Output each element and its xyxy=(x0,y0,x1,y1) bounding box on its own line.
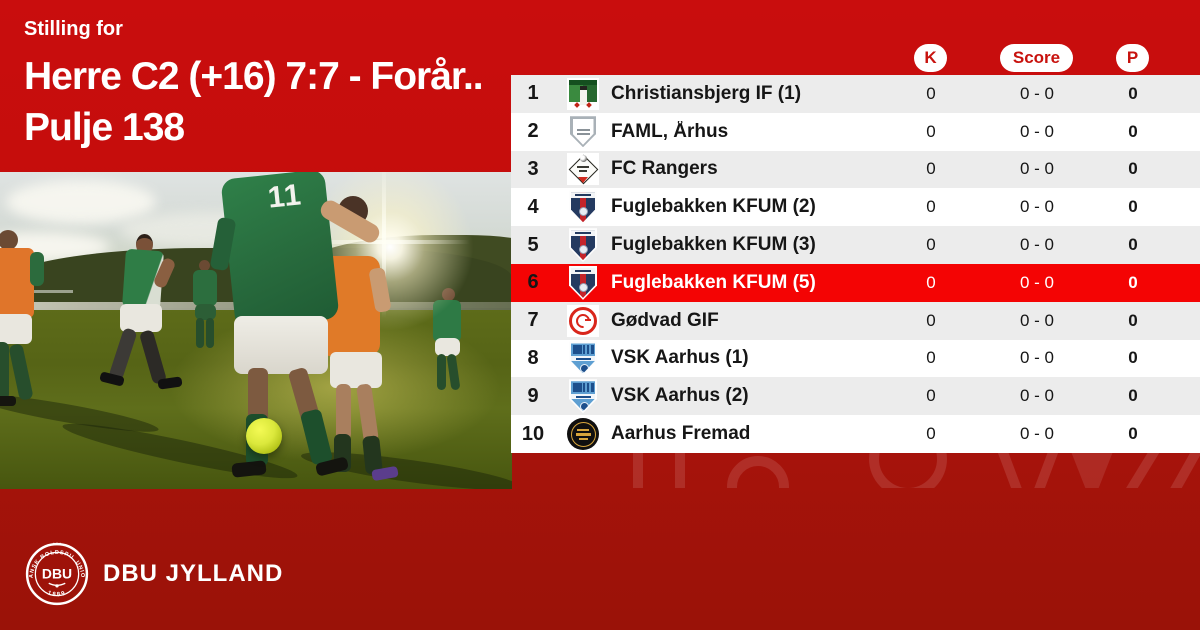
team-name: VSK Aarhus (1) xyxy=(611,347,749,369)
col-header-score: Score xyxy=(1000,44,1073,72)
points-value: 0 xyxy=(1128,424,1138,444)
rank: 10 xyxy=(521,422,545,445)
fc-rangers-logo xyxy=(555,153,611,186)
matches-value: 0 xyxy=(926,386,936,406)
rank: 7 xyxy=(527,309,539,332)
score-value: 0 - 0 xyxy=(1019,121,1055,141)
team-name: Aarhus Fremad xyxy=(611,423,751,445)
watermark-shapes xyxy=(633,449,1200,488)
table-row: 10 Aarhus Fremad 0 0 - 0 0 xyxy=(511,415,1200,453)
col-header-p: P xyxy=(1116,44,1149,72)
table-row: 8 VSK Aarhus (1) 0 0 - 0 0 xyxy=(511,339,1200,378)
dbu-watermark xyxy=(608,449,1200,488)
sun-ray xyxy=(382,172,386,318)
score-value: 0 - 0 xyxy=(1019,386,1055,406)
team-name: Fuglebakken KFUM (3) xyxy=(611,234,816,256)
rank: 8 xyxy=(527,346,539,369)
points-value: 0 xyxy=(1128,235,1138,255)
christiansbjerg-if-logo xyxy=(555,77,611,110)
table-rows: 1 Christiansbjerg IF (1) 0 0 - 0 0 2 FAM… xyxy=(511,75,1200,453)
column-headers: K Score P xyxy=(511,41,1200,75)
vsk-aarhus-logo xyxy=(555,341,611,376)
score-value: 0 - 0 xyxy=(1019,310,1055,330)
standings-table: K Score P 1 Christiansbjerg IF (1) 0 0 -… xyxy=(511,41,1200,453)
score-value: 0 - 0 xyxy=(1019,197,1055,217)
score-value: 0 - 0 xyxy=(1019,159,1055,179)
matches-value: 0 xyxy=(926,197,936,217)
team-name: Fuglebakken KFUM (5) xyxy=(611,271,816,293)
brand-name: DBU JYLLAND xyxy=(103,560,284,587)
crest-abbr: DBU xyxy=(42,566,72,582)
table-row: 2 FAML, Århus 0 0 - 0 0 xyxy=(511,112,1200,151)
rank: 6 xyxy=(527,271,539,294)
soccer-ball xyxy=(246,418,282,454)
col-header-k: K xyxy=(914,44,947,72)
rank: 3 xyxy=(527,157,539,180)
matches-value: 0 xyxy=(926,348,936,368)
score-value: 0 - 0 xyxy=(1019,424,1055,444)
photo-cloud xyxy=(6,180,156,224)
eyebrow-label: Stilling for xyxy=(24,18,123,40)
score-value: 0 - 0 xyxy=(1019,348,1055,368)
rank: 9 xyxy=(527,384,539,407)
team-name: VSK Aarhus (2) xyxy=(611,385,749,407)
table-row: 9 VSK Aarhus (2) 0 0 - 0 0 xyxy=(511,377,1200,416)
points-value: 0 xyxy=(1128,310,1138,330)
matches-value: 0 xyxy=(926,83,936,103)
crest-ball xyxy=(55,584,59,588)
points-value: 0 xyxy=(1128,386,1138,406)
score-value: 0 - 0 xyxy=(1019,83,1055,103)
aarhus-fremad-logo xyxy=(555,418,611,451)
fuglebakken-kfum-logo xyxy=(555,265,611,300)
goedvad-gif-logo xyxy=(555,304,611,337)
svg-text:1889: 1889 xyxy=(47,589,68,598)
matches-value: 0 xyxy=(926,424,936,444)
rank: 2 xyxy=(527,120,539,143)
footer: DANSK BOLDSPIL UNION DBU 1889 DBU JYLLAN… xyxy=(24,541,283,607)
crest-year: 1889 xyxy=(47,589,66,598)
matches-value: 0 xyxy=(926,121,936,141)
team-name: FAML, Århus xyxy=(611,120,729,142)
table-row: 3 FC Rangers 0 0 - 0 0 xyxy=(511,150,1200,189)
points-value: 0 xyxy=(1128,272,1138,292)
points-value: 0 xyxy=(1128,83,1138,103)
team-name: Christiansbjerg IF (1) xyxy=(611,82,802,104)
faml-aarhus-logo xyxy=(555,116,611,148)
dbu-crest-logo: DANSK BOLDSPIL UNION DBU 1889 xyxy=(24,541,89,606)
points-value: 0 xyxy=(1128,121,1138,141)
pool-number: Pulje 138 xyxy=(24,106,185,149)
rank: 1 xyxy=(527,82,539,105)
rank: 5 xyxy=(527,233,539,256)
matches-value: 0 xyxy=(926,310,936,330)
matches-value: 0 xyxy=(926,272,936,292)
match-photo: 11 xyxy=(0,172,512,489)
score-value: 0 - 0 xyxy=(1019,272,1055,292)
table-row: 5 Fuglebakken KFUM (3) 0 0 - 0 0 xyxy=(511,226,1200,264)
team-name: Gødvad GIF xyxy=(611,309,719,331)
crest-crown xyxy=(51,542,63,546)
matches-value: 0 xyxy=(926,235,936,255)
vsk-aarhus-logo xyxy=(555,379,611,414)
score-value: 0 - 0 xyxy=(1019,235,1055,255)
rank: 4 xyxy=(527,195,539,218)
points-value: 0 xyxy=(1128,197,1138,217)
table-row-highlighted: 6 Fuglebakken KFUM (5) 0 0 - 0 0 xyxy=(511,263,1200,302)
table-row: 4 Fuglebakken KFUM (2) 0 0 - 0 0 xyxy=(511,188,1200,227)
points-value: 0 xyxy=(1128,159,1138,179)
table-row: 1 Christiansbjerg IF (1) 0 0 - 0 0 xyxy=(511,75,1200,113)
team-name: FC Rangers xyxy=(611,158,718,180)
jersey-number: 11 xyxy=(266,178,304,215)
table-row: 7 Gødvad GIF 0 0 - 0 0 xyxy=(511,301,1200,340)
fuglebakken-kfum-logo xyxy=(555,228,611,263)
points-value: 0 xyxy=(1128,348,1138,368)
fuglebakken-kfum-logo xyxy=(555,190,611,225)
team-name: Fuglebakken KFUM (2) xyxy=(611,196,816,218)
pool-title: Herre C2 (+16) 7:7 - Forår.. xyxy=(24,55,484,98)
matches-value: 0 xyxy=(926,159,936,179)
header: Stilling for Herre C2 (+16) 7:7 - Forår.… xyxy=(24,14,484,153)
